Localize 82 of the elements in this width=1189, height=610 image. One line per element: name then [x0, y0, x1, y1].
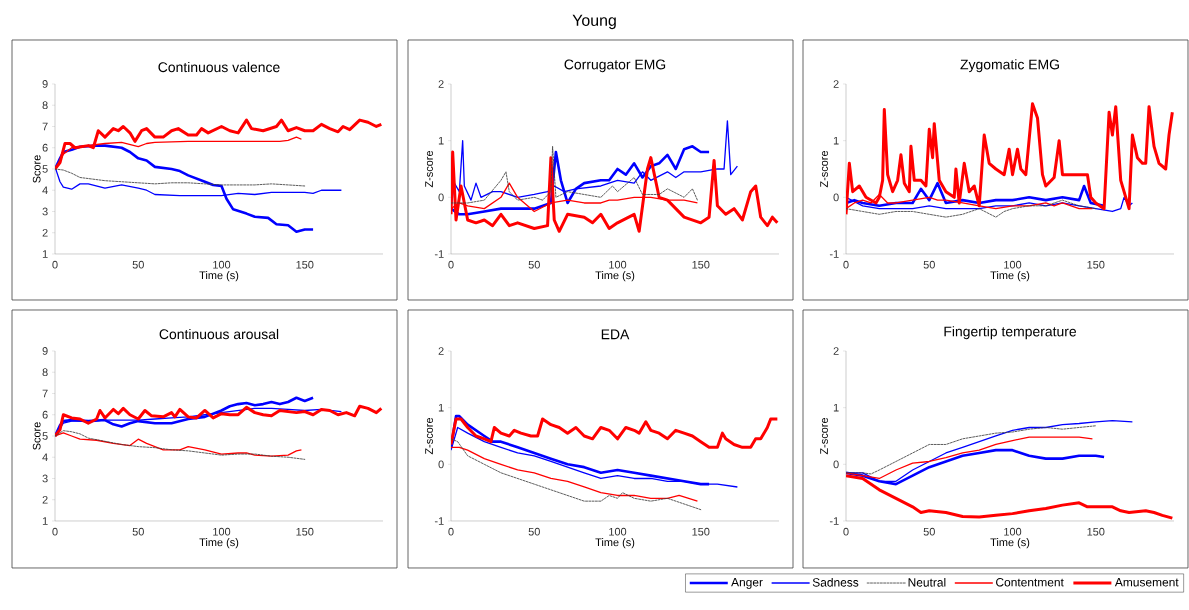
legend-label: Sadness [812, 577, 859, 587]
y-tick-label: 4 [42, 453, 48, 462]
x-tick-label: 150 [1087, 260, 1105, 269]
y-axis-title: Z-score [425, 417, 433, 455]
x-tick-label: 50 [132, 260, 144, 269]
y-tick-label: -1 [829, 517, 839, 525]
x-axis-title: Time (s) [990, 538, 1030, 549]
x-tick-label: 50 [923, 260, 935, 269]
chart-title: Corrugator EMG [564, 59, 666, 73]
x-tick-label: 150 [296, 527, 314, 536]
x-axis-title: Time (s) [199, 271, 239, 282]
x-tick-label: 0 [448, 527, 454, 536]
y-tick-label: 2 [833, 80, 839, 88]
x-tick-label: 100 [1004, 260, 1022, 269]
text: Young [572, 14, 616, 30]
chart-title: Zygomatic EMG [960, 59, 1059, 73]
y-tick-label: 9 [42, 347, 48, 355]
y-tick-label: 2 [42, 228, 48, 237]
y-tick-label: 9 [42, 80, 48, 88]
y-tick-label: 3 [42, 207, 48, 216]
legend-label: Amusement [1114, 578, 1179, 587]
x-axis-title: Time (s) [595, 271, 635, 282]
x-tick-label: 150 [692, 527, 710, 536]
x-tick-label: 100 [213, 260, 231, 269]
chart-title: Continuous valence [158, 61, 280, 73]
y-tick-label: 6 [42, 143, 48, 152]
y-tick-label: 2 [42, 495, 48, 504]
x-tick-label: 100 [1004, 527, 1022, 536]
x-axis-title: Time (s) [595, 538, 635, 549]
y-tick-label: 2 [833, 347, 839, 355]
x-tick-label: 150 [296, 260, 314, 269]
y-axis-title: Score [32, 155, 41, 183]
y-tick-label: 1 [833, 403, 839, 412]
x-tick-label: 50 [528, 527, 540, 536]
chart-title: Continuous arousal [159, 328, 279, 340]
x-tick-label: 100 [609, 527, 627, 536]
x-tick-label: 50 [132, 527, 144, 536]
x-tick-label: 100 [213, 527, 231, 536]
x-tick-label: 50 [528, 260, 540, 269]
y-tick-label: 7 [42, 122, 48, 131]
y-tick-label: 3 [42, 474, 48, 483]
y-axis-title: Z-score [820, 417, 828, 455]
x-tick-label: 100 [609, 260, 627, 269]
x-tick-label: 50 [923, 527, 935, 536]
y-axis-title: Score [32, 422, 41, 450]
chart-title: Fingertip temperature [944, 326, 1077, 340]
legend-label: Contentment [996, 578, 1064, 587]
y-tick-label: 5 [42, 432, 48, 440]
chart-title: EDA [601, 329, 630, 340]
y-tick-label: 0 [833, 193, 839, 202]
y-tick-label: 2 [438, 80, 444, 88]
x-tick-label: 150 [692, 260, 710, 269]
x-tick-label: 0 [52, 260, 58, 269]
y-tick-label: 8 [42, 101, 48, 110]
legend-label: Anger [731, 578, 763, 589]
y-tick-label: -1 [434, 250, 444, 258]
y-axis-title: Z-score [820, 150, 828, 188]
y-tick-label: 1 [833, 136, 839, 145]
x-tick-label: 0 [448, 260, 454, 269]
y-axis-title: Z-score [425, 150, 433, 188]
y-tick-label: 7 [42, 389, 48, 398]
x-axis-title: Time (s) [199, 538, 239, 549]
x-tick-label: 0 [52, 527, 58, 536]
x-axis-title: Time (s) [990, 271, 1030, 282]
y-tick-label: 5 [42, 165, 48, 173]
y-tick-label: 8 [42, 368, 48, 377]
y-tick-label: -1 [829, 250, 839, 258]
y-tick-label: 0 [833, 460, 839, 469]
y-tick-label: 1 [42, 250, 48, 258]
legend-label: Neutral [908, 577, 946, 587]
x-tick-label: 0 [843, 260, 849, 269]
y-tick-label: 1 [438, 403, 444, 412]
y-tick-label: 1 [42, 517, 48, 525]
y-tick-label: 4 [42, 186, 48, 195]
y-tick-label: 0 [438, 193, 444, 202]
x-tick-label: 0 [843, 527, 849, 536]
y-tick-label: 0 [438, 460, 444, 469]
x-tick-label: 150 [1087, 527, 1105, 536]
y-tick-label: -1 [434, 517, 444, 525]
y-tick-label: 6 [42, 410, 48, 419]
y-tick-label: 2 [438, 347, 444, 355]
y-tick-label: 1 [438, 136, 444, 145]
